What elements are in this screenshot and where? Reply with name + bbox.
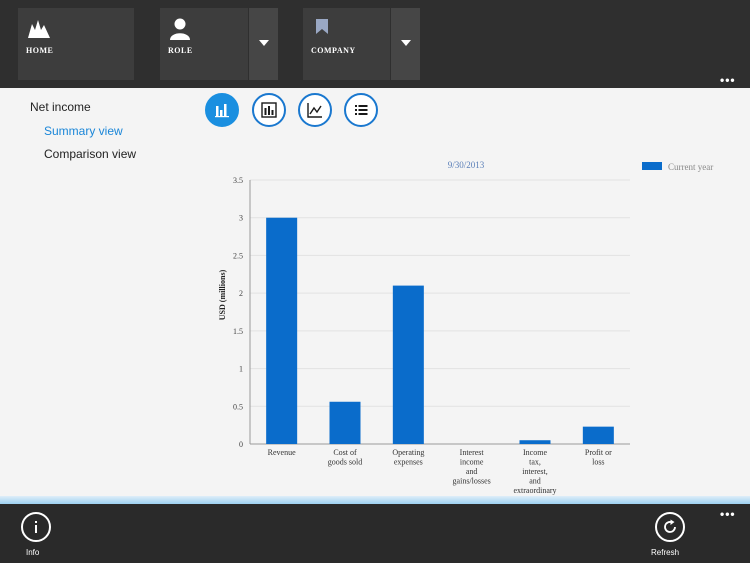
bar: [582, 426, 614, 444]
legend-swatch: [642, 162, 662, 170]
sidebar-item-comparison-view[interactable]: Comparison view: [44, 147, 137, 161]
y-axis-label: USD (millions): [218, 269, 227, 320]
legend-label: Current year: [668, 162, 713, 172]
bar-chart-icon: [215, 104, 229, 118]
chevron-down-icon: [401, 40, 411, 46]
chevron-down-icon: [259, 40, 269, 46]
dynamics-logo-icon: [28, 20, 50, 38]
refresh-icon: [664, 519, 676, 533]
legend: Current year: [642, 162, 713, 172]
x-tick-label: Cost of goods sold: [328, 448, 362, 467]
y-tick-label: 1: [239, 365, 243, 374]
y-tick-label: 1.5: [233, 327, 243, 336]
bar-chart-view-button[interactable]: [205, 93, 239, 127]
net-income-bar-chart: 9/30/2013 USD (millions) Current year 0 0…: [218, 160, 713, 495]
sidebar-item-summary-view[interactable]: Summary view: [44, 124, 123, 138]
app-bar-more-button[interactable]: •••: [720, 507, 736, 521]
refresh-label: Refresh: [651, 548, 680, 557]
sidebar-item-net-income[interactable]: Net income: [30, 100, 91, 114]
y-tick-label: 2: [239, 289, 243, 298]
role-tile[interactable]: ROLE: [160, 8, 278, 80]
company-label: COMPANY: [311, 46, 356, 55]
y-tick-label: 2.5: [233, 251, 243, 260]
list-view-button[interactable]: [344, 93, 378, 127]
line-chart-icon: [307, 103, 322, 118]
person-icon: [170, 18, 190, 40]
bar: [392, 285, 424, 444]
table-chart-icon: [261, 102, 277, 118]
x-tick-label: Interest income and gains/losses: [453, 448, 491, 486]
sidebar: Net income Summary view Comparison view: [0, 88, 200, 498]
app-bar: Info Refresh •••: [0, 504, 750, 563]
y-tick-label: 0: [239, 440, 243, 449]
info-icon: [35, 521, 37, 533]
x-tick-label: Operating expenses: [392, 448, 424, 467]
company-tile[interactable]: COMPANY: [303, 8, 420, 80]
role-label: ROLE: [168, 46, 193, 55]
home-tile[interactable]: HOME: [18, 8, 134, 80]
y-tick-label: 3.5: [233, 176, 243, 185]
top-nav-bar: HOME ROLE COMPANY •••: [0, 0, 750, 88]
bookmark-icon: [316, 19, 328, 34]
app-bar-glow: [0, 496, 750, 504]
table-chart-view-button[interactable]: [252, 93, 286, 127]
top-more-button[interactable]: •••: [720, 73, 736, 87]
y-tick-label: 3: [239, 214, 243, 223]
bar: [519, 440, 551, 444]
x-tick-label: Revenue: [268, 448, 296, 457]
company-dropdown-button[interactable]: [390, 8, 420, 80]
y-tick-label: 0.5: [233, 402, 243, 411]
role-dropdown-button[interactable]: [248, 8, 278, 80]
info-button[interactable]: [21, 512, 51, 542]
refresh-button[interactable]: [655, 512, 685, 542]
home-label: HOME: [26, 46, 54, 55]
list-icon: [355, 105, 368, 115]
bar: [266, 217, 298, 444]
bar: [329, 401, 361, 444]
chart-title: 9/30/2013: [448, 160, 485, 170]
x-tick-label: Income tax, interest, and extraordinary: [513, 448, 556, 495]
info-label: Info: [26, 548, 40, 557]
line-chart-view-button[interactable]: [298, 93, 332, 127]
x-tick-label: Profit or loss: [585, 448, 612, 467]
